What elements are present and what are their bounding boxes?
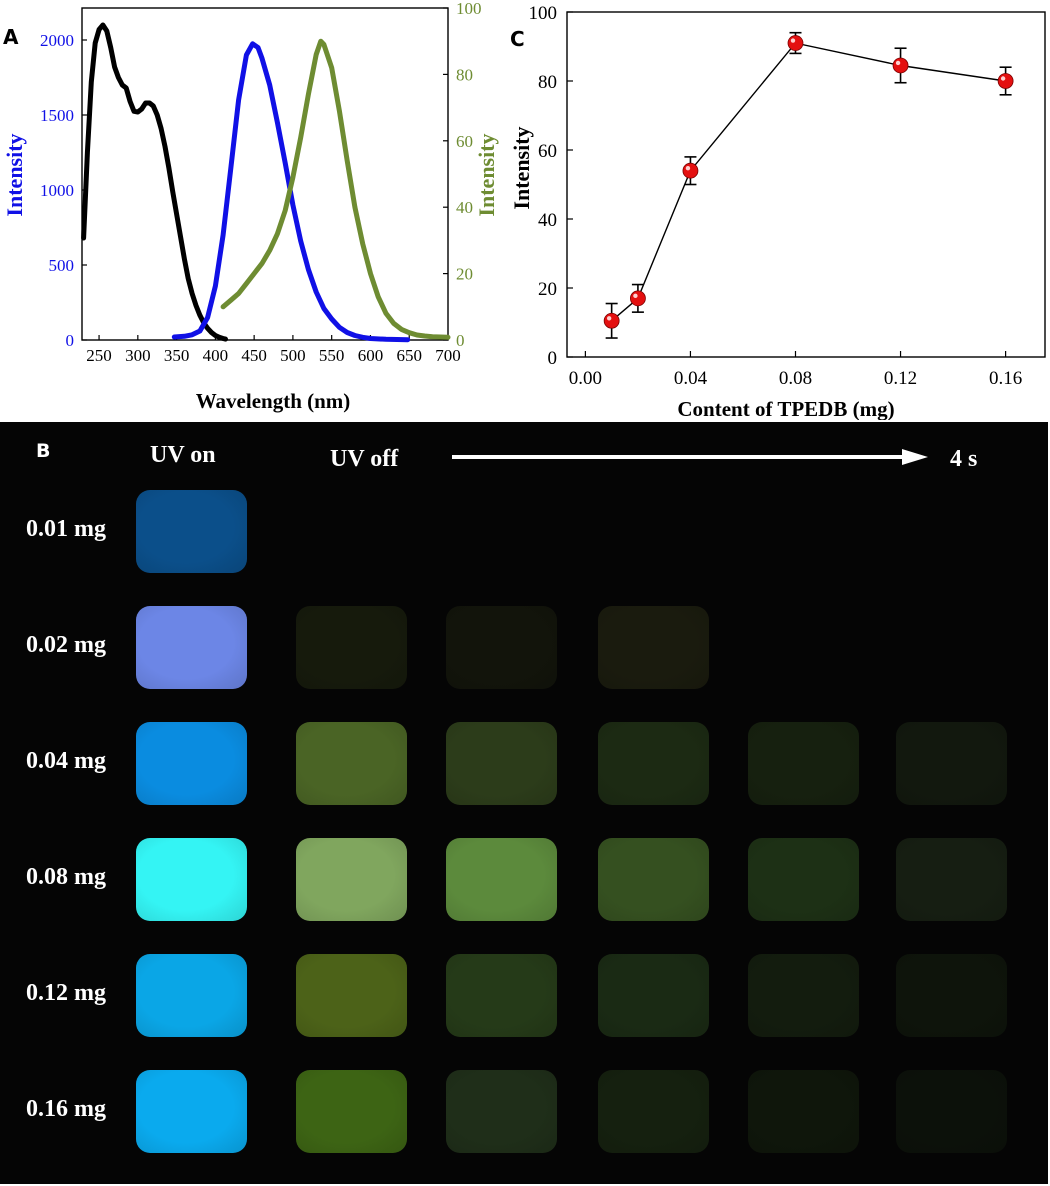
y-right-tick-label: 0 (456, 331, 465, 350)
x-tick-label: 0.12 (884, 368, 917, 389)
sample-tile (296, 606, 407, 689)
sample-tile (896, 1070, 1007, 1153)
uv-on-label: UV on (150, 442, 216, 468)
series-emission_blue (171, 41, 411, 343)
y-tick-label: 0 (548, 348, 558, 369)
panel-a-letter: A (3, 25, 19, 49)
x-tick-label: 450 (241, 346, 267, 365)
sample-tile (598, 1070, 709, 1153)
y-left-tick-label: 2000 (40, 31, 74, 50)
sample-tile (296, 954, 407, 1037)
x-tick-label: 500 (280, 346, 306, 365)
row-label: 0.12 mg (26, 980, 106, 1006)
sample-tile (446, 954, 557, 1037)
data-point-highlight (790, 38, 796, 43)
row-label: 0.01 mg (26, 516, 106, 542)
sample-tile (446, 1070, 557, 1153)
sample-tile (446, 722, 557, 805)
data-point (997, 73, 1014, 89)
sample-tile (748, 722, 859, 805)
row-label: 0.04 mg (26, 748, 106, 774)
sample-tile (136, 606, 247, 689)
sample-tile (748, 838, 859, 921)
sample-tile (296, 1070, 407, 1153)
data-point-highlight (1000, 76, 1006, 81)
chart-a-frame (81, 7, 449, 341)
data-point (892, 57, 909, 74)
data-point-highlight (606, 316, 612, 321)
y-right-tick-label: 100 (456, 0, 482, 18)
y-left-tick-label: 0 (66, 331, 75, 350)
panel-b-letter: B (36, 440, 51, 462)
y-tick-label: 40 (538, 210, 557, 231)
data-point-highlight (895, 60, 901, 66)
data-point-highlight (685, 166, 691, 171)
y-axis-label: Intensity (509, 126, 534, 209)
data-point (787, 35, 804, 51)
sample-tile (136, 490, 247, 573)
sample-tile (446, 606, 557, 689)
x-tick-label: 0.16 (989, 368, 1022, 389)
y-right-axis-label: Intensity (474, 133, 499, 216)
panel-c-letter: C (510, 27, 525, 51)
sample-tile (446, 838, 557, 921)
x-tick-label: 0.08 (779, 368, 812, 389)
y-right-tick-label: 20 (456, 265, 473, 284)
sample-tile (136, 722, 247, 805)
data-point (682, 162, 699, 179)
y-right-tick-label: 60 (456, 132, 473, 151)
sample-tile (896, 722, 1007, 805)
chart-c-frame (566, 11, 1046, 358)
y-tick-label: 60 (538, 141, 557, 162)
data-point (630, 290, 646, 307)
x-tick-label: 0.04 (674, 368, 708, 389)
y-left-tick-label: 1500 (40, 106, 74, 125)
chart-a: 250 300 350 400 450 500 550 600 650 7000500100015… (2, 0, 499, 413)
sample-tile (296, 722, 407, 805)
y-left-axis-label: Intensity (2, 133, 27, 216)
x-tick-label: 700 (435, 346, 461, 365)
y-tick-label: 20 (538, 279, 557, 300)
uv-off-label: UV off (330, 446, 399, 472)
sample-tile (748, 954, 859, 1037)
y-right-tick-label: 40 (456, 198, 473, 217)
y-tick-label: 100 (529, 3, 558, 24)
sample-tile (598, 838, 709, 921)
x-tick-label: 350 (164, 346, 190, 365)
sample-tile (296, 838, 407, 921)
sample-tile (136, 1070, 247, 1153)
x-tick-label: 0.00 (569, 368, 602, 389)
y-tick-label: 80 (538, 72, 557, 93)
x-tick-label: 650 (396, 346, 422, 365)
x-axis-label: Wavelength (nm) (196, 389, 351, 413)
sample-tile (896, 838, 1007, 921)
sample-tile (748, 1070, 859, 1153)
y-left-tick-label: 1000 (40, 181, 74, 200)
sample-tile (136, 838, 247, 921)
data-point-highlight (633, 293, 638, 299)
x-axis-label: Content of TPEDB (mg) (677, 397, 894, 420)
sample-tile (598, 606, 709, 689)
x-tick-label: 400 (203, 346, 229, 365)
sample-tile (598, 954, 709, 1037)
data-point (603, 312, 620, 329)
panel-b-photo-grid: B UV on UV off 4 s 0.01 mg 0.02 mg 0.04 mg… (0, 422, 1048, 1184)
y-left-tick-label: 500 (49, 256, 75, 275)
row-label: 0.16 mg (26, 1096, 106, 1122)
sample-tile (136, 954, 247, 1037)
row-label: 0.02 mg (26, 632, 106, 658)
row-label: 0.08 mg (26, 864, 106, 890)
x-tick-label: 550 (319, 346, 345, 365)
time-end-label: 4 s (950, 446, 978, 472)
time-arrow-icon (452, 449, 928, 465)
sample-tile (598, 722, 709, 805)
sample-tile (896, 954, 1007, 1037)
chart-c: 0.00 0.04 0.08 0.12 0.16 0 20 40 60 80 100 Content … (509, 3, 1046, 420)
x-tick-label: 250 (86, 346, 112, 365)
x-tick-label: 600 (358, 346, 384, 365)
x-tick-label: 300 (125, 346, 151, 365)
y-right-tick-label: 80 (456, 65, 473, 84)
series-emission_green (220, 38, 451, 340)
